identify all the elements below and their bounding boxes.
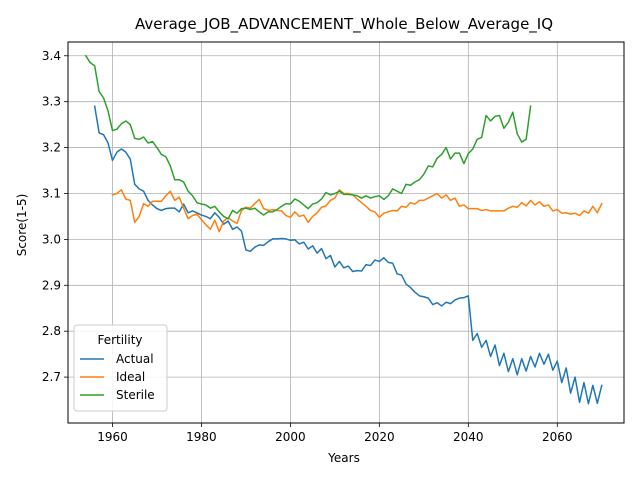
x-axis-label: Years xyxy=(327,451,360,465)
x-tick-label: 2040 xyxy=(453,430,484,444)
x-tick-label: 1960 xyxy=(97,430,128,444)
legend: Fertility Actual Ideal Sterile xyxy=(73,324,168,412)
y-tick-label: 3.0 xyxy=(42,232,61,246)
y-tick-label: 2.8 xyxy=(42,324,61,338)
y-tick-label: 3.3 xyxy=(42,95,61,109)
legend-label-ideal: Ideal xyxy=(116,370,145,384)
plot-area-frame xyxy=(67,41,625,424)
legend-title: Fertility xyxy=(97,333,142,347)
legend-box xyxy=(73,324,168,412)
y-tick-label: 2.7 xyxy=(42,370,61,384)
y-tick-label: 3.2 xyxy=(42,141,61,155)
legend-label-sterile: Sterile xyxy=(116,388,155,402)
series-lines xyxy=(84,54,603,405)
series-line-ideal xyxy=(111,189,603,233)
series-line-actual xyxy=(93,105,603,405)
axis-ticks: 1960 1980 2000 2020 2040 2060 2.7 2.8 2.9 3.0 3.1 3… xyxy=(42,49,573,444)
y-tick-label: 3.4 xyxy=(42,49,61,63)
x-tick-label: 2060 xyxy=(542,430,573,444)
x-tick-label: 1980 xyxy=(186,430,217,444)
y-tick-label: 3.1 xyxy=(42,186,61,200)
y-axis-label: Score(1-5) xyxy=(15,194,29,257)
series-line-sterile xyxy=(84,54,532,220)
chart-title: Average_JOB_ADVANCEMENT_Whole_Below_Aver… xyxy=(135,15,553,34)
x-tick-label: 2000 xyxy=(275,430,306,444)
legend-label-actual: Actual xyxy=(116,352,154,366)
x-tick-label: 2020 xyxy=(364,430,395,444)
y-tick-label: 2.9 xyxy=(42,278,61,292)
